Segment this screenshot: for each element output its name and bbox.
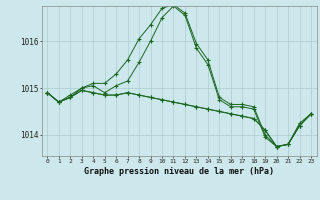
X-axis label: Graphe pression niveau de la mer (hPa): Graphe pression niveau de la mer (hPa): [84, 167, 274, 176]
